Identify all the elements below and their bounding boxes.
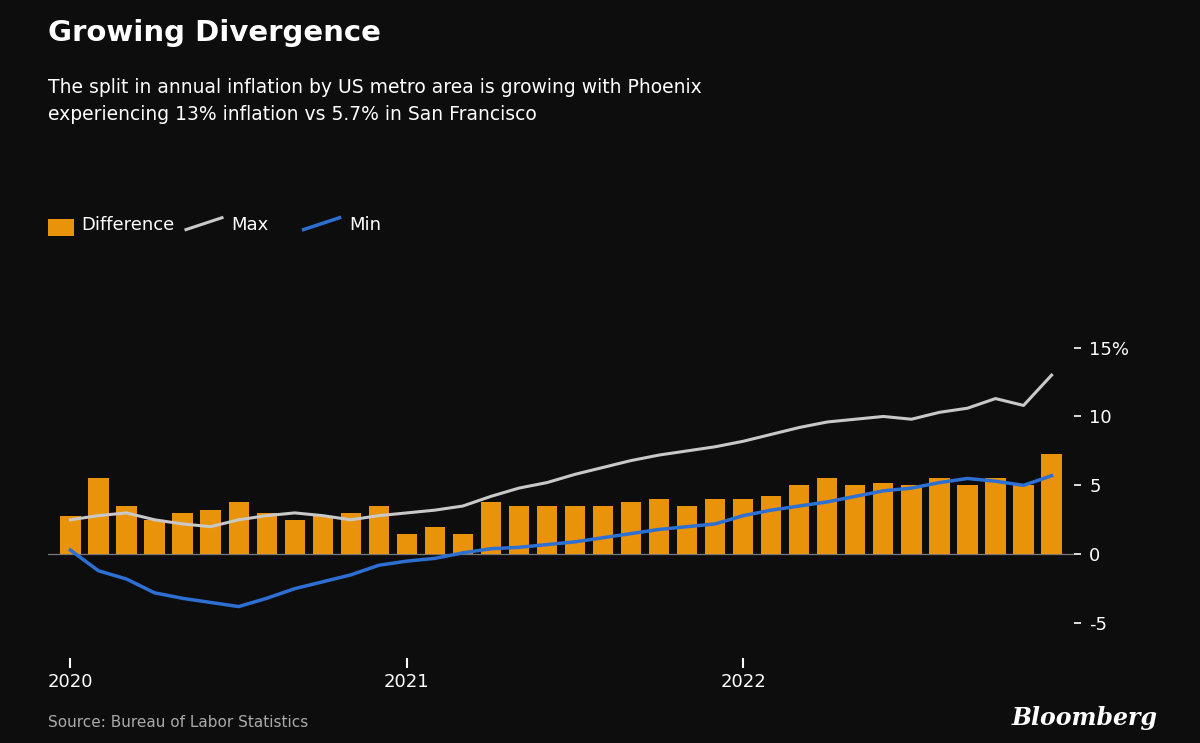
Bar [481,502,502,554]
Bar [89,478,108,554]
Bar [845,485,865,554]
Bar [874,483,894,554]
Bar [397,533,416,554]
Bar [1014,485,1033,554]
Bar [1042,454,1062,554]
Text: Max: Max [232,216,269,234]
Bar [761,496,781,554]
Text: Growing Divergence: Growing Divergence [48,19,380,47]
Bar [958,485,978,554]
Bar [817,478,838,554]
Text: The split in annual inflation by US metro area is growing with Phoenix
experienc: The split in annual inflation by US metr… [48,78,702,124]
Bar [620,502,641,554]
Bar [144,520,164,554]
Bar [284,520,305,554]
Bar [425,527,445,554]
Bar [452,533,473,554]
Bar [706,499,725,554]
Bar [790,485,809,554]
Bar [565,506,586,554]
Bar [257,513,277,554]
Bar [901,485,922,554]
Bar [536,506,557,554]
Bar [173,513,193,554]
Text: Bloomberg: Bloomberg [1012,706,1158,730]
Bar [985,478,1006,554]
Bar [228,502,248,554]
Text: Min: Min [349,216,382,234]
Bar [593,506,613,554]
Bar [368,506,389,554]
Bar [60,516,80,554]
Bar [649,499,670,554]
Text: Source: Bureau of Labor Statistics: Source: Bureau of Labor Statistics [48,715,308,730]
Text: Difference: Difference [82,216,175,234]
Bar [677,506,697,554]
Bar [509,506,529,554]
Bar [929,478,949,554]
Bar [341,513,361,554]
Bar [733,499,754,554]
Bar [200,510,221,554]
Bar [116,506,137,554]
Bar [313,516,332,554]
